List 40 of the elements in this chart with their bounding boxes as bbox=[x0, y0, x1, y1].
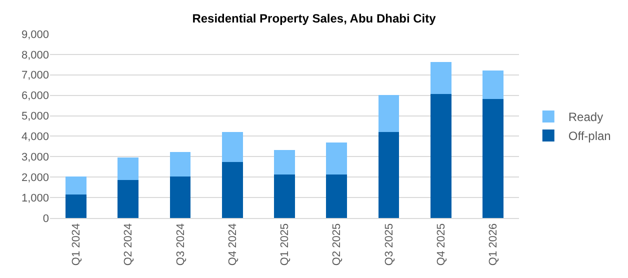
x-tick-label: Q1 2025 bbox=[279, 223, 292, 266]
bar bbox=[222, 132, 243, 162]
y-tick-label: 8,000 bbox=[21, 49, 49, 62]
y-tick-label: 0 bbox=[42, 212, 49, 225]
x-tick-label: Q3 2024 bbox=[174, 223, 187, 266]
bar bbox=[326, 174, 348, 218]
bar bbox=[274, 174, 295, 218]
bar bbox=[274, 150, 295, 174]
y-tick-label: 3,000 bbox=[21, 152, 49, 164]
x-tick-label: Q2 2024 bbox=[122, 223, 135, 266]
legend-label: Off-plan bbox=[568, 129, 611, 144]
bar bbox=[378, 132, 400, 218]
bar bbox=[66, 194, 86, 218]
bar bbox=[118, 180, 139, 218]
x-tick-label: Q3 2025 bbox=[383, 223, 396, 266]
bar bbox=[170, 152, 191, 177]
chart-title: Residential Property Sales, Abu Dhabi City bbox=[192, 11, 436, 26]
bar bbox=[118, 157, 139, 180]
bar bbox=[430, 94, 452, 218]
y-tick-label: 6,000 bbox=[21, 90, 49, 102]
y-tick-label: 7,000 bbox=[21, 70, 49, 82]
bar bbox=[378, 94, 400, 132]
x-tick-label: Q2 2025 bbox=[331, 223, 344, 266]
legend-label: Ready bbox=[568, 110, 604, 124]
x-tick-label: Q1 2026 bbox=[488, 223, 500, 266]
bar bbox=[482, 70, 504, 100]
bar bbox=[326, 142, 348, 174]
y-tick-label: 1,000 bbox=[21, 192, 49, 204]
bar bbox=[222, 162, 243, 218]
y-tick-label: 4,000 bbox=[21, 131, 49, 144]
x-tick-label: Q1 2024 bbox=[70, 223, 83, 266]
y-tick-label: 9,000 bbox=[21, 28, 49, 41]
x-tick-label: Q4 2024 bbox=[226, 223, 239, 266]
x-tick-label: Q4 2025 bbox=[435, 223, 448, 266]
bar bbox=[66, 176, 86, 194]
bar bbox=[482, 99, 504, 218]
y-tick-label: 5,000 bbox=[21, 110, 49, 123]
bar bbox=[430, 62, 452, 94]
bar bbox=[170, 176, 191, 218]
y-tick-label: 2,000 bbox=[21, 172, 49, 184]
